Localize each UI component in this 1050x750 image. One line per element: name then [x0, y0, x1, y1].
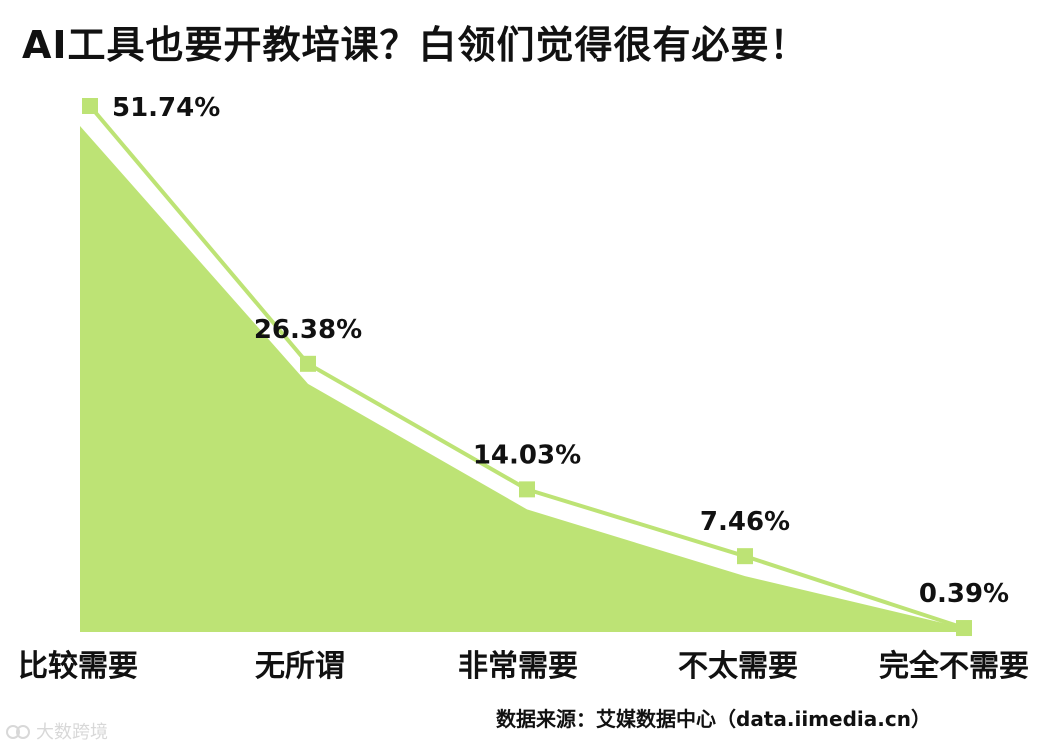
watermark-text: 大数跨境 — [36, 722, 108, 743]
data-marker-5 — [956, 620, 972, 637]
data-marker-1 — [82, 98, 98, 114]
value-label-1: 51.74% — [112, 93, 220, 123]
value-label-5: 0.39% — [919, 579, 1009, 609]
category-layer: 比较需要 无所谓 非常需要 不太需要 完全不需要 — [18, 649, 1029, 684]
data-source: 数据来源：艾媒数据中心（data.iimedia.cn） — [496, 707, 931, 731]
label-layer: 51.74% 26.38% 14.03% 7.46% 0.39% — [112, 93, 1009, 609]
category-label-4: 不太需要 — [678, 649, 798, 684]
value-label-2: 26.38% — [254, 315, 362, 345]
data-marker-4 — [737, 548, 753, 565]
value-label-3: 14.03% — [473, 440, 581, 470]
category-label-5: 完全不需要 — [879, 649, 1029, 684]
marker-layer — [82, 98, 972, 637]
watermark-logo-icon — [6, 725, 30, 739]
watermark: 大数跨境 — [6, 718, 108, 744]
category-label-3: 非常需要 — [458, 649, 578, 684]
data-marker-2 — [300, 355, 316, 372]
category-label-1: 比较需要 — [18, 649, 138, 684]
category-label-2: 无所谓 — [255, 649, 345, 684]
area-fill — [80, 126, 964, 632]
value-label-4: 7.46% — [700, 507, 790, 537]
data-marker-3 — [519, 481, 535, 498]
chart-title: AI工具也要开教培课？白领们觉得很有必要！ — [22, 23, 809, 67]
area-layer — [80, 126, 964, 632]
